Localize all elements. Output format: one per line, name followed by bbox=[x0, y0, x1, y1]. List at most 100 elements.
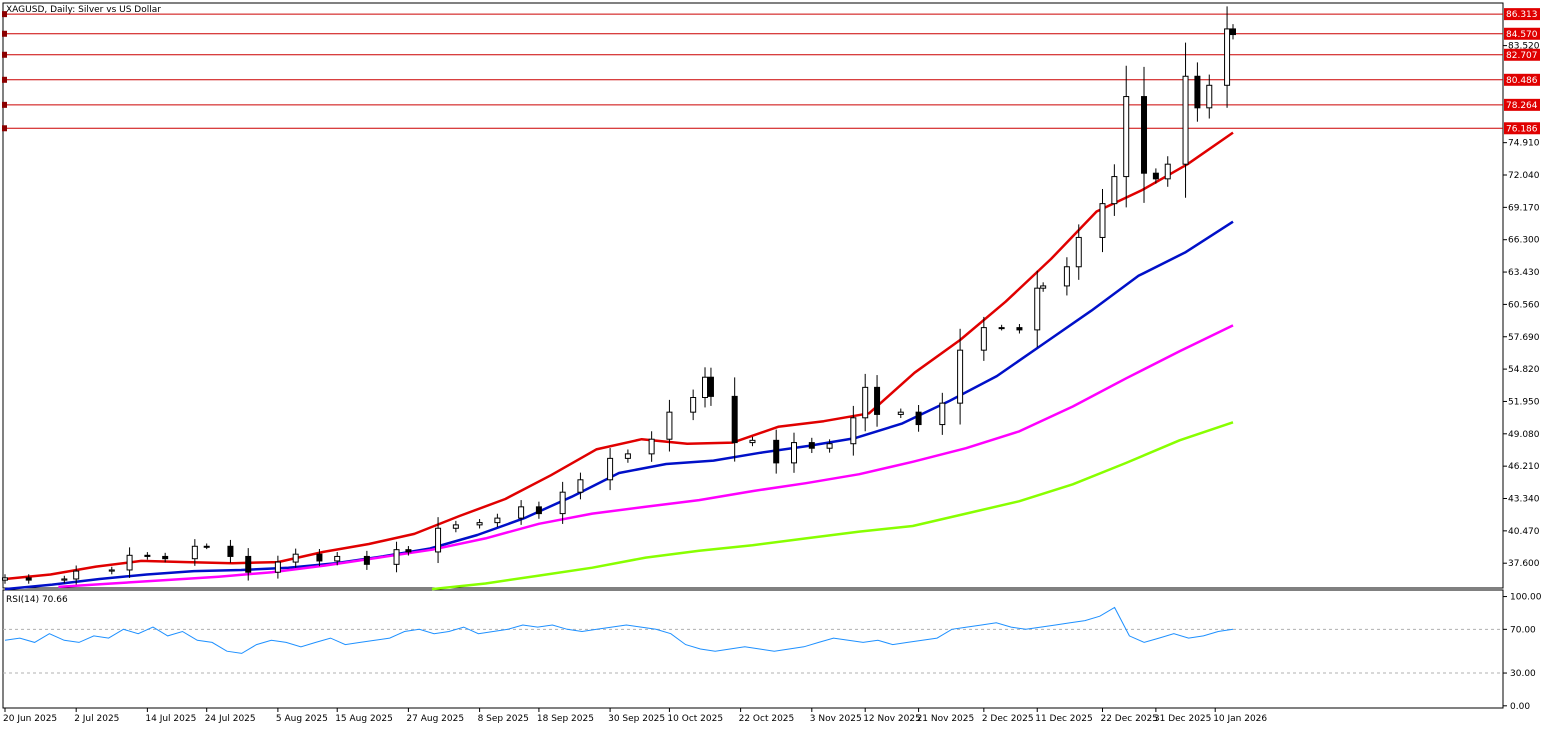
candle-body[interactable] bbox=[897, 411, 904, 415]
candle-body[interactable] bbox=[144, 554, 151, 557]
level-handle[interactable] bbox=[2, 11, 7, 18]
candle-body[interactable] bbox=[915, 411, 922, 426]
level-label-box bbox=[1504, 27, 1540, 40]
candle-body[interactable] bbox=[292, 553, 299, 563]
candle-body[interactable] bbox=[702, 376, 709, 399]
price-tick-label: 46.210 bbox=[1508, 462, 1540, 472]
candle-body[interactable] bbox=[624, 453, 631, 459]
time-tick-label: 14 Jul 2025 bbox=[145, 714, 196, 724]
candle-body[interactable] bbox=[1111, 176, 1118, 205]
time-tick-label: 10 Jan 2026 bbox=[1213, 714, 1267, 724]
price-tick-label: 72.040 bbox=[1508, 171, 1540, 181]
candle-body[interactable] bbox=[1206, 84, 1213, 109]
candle-body[interactable] bbox=[559, 491, 566, 515]
candle-body[interactable] bbox=[518, 506, 525, 519]
candle-body[interactable] bbox=[245, 555, 252, 573]
price-tick-label: 43.340 bbox=[1508, 495, 1540, 505]
candle-body[interactable] bbox=[274, 561, 281, 573]
candle-body[interactable] bbox=[826, 443, 833, 449]
price-tick-label: 57.690 bbox=[1508, 333, 1540, 343]
candle-body[interactable] bbox=[191, 545, 198, 560]
candle-body[interactable] bbox=[126, 554, 133, 571]
candle-body[interactable] bbox=[874, 386, 881, 415]
candle-body[interactable] bbox=[773, 439, 780, 464]
candle-body[interactable] bbox=[607, 457, 614, 481]
level-label-box bbox=[1504, 48, 1540, 61]
candle-body[interactable] bbox=[1016, 327, 1023, 331]
candle-body[interactable] bbox=[227, 545, 234, 557]
time-tick-label: 2 Jul 2025 bbox=[74, 714, 119, 724]
candle-body[interactable] bbox=[1141, 96, 1148, 174]
candles[interactable] bbox=[2, 6, 1236, 585]
candle-body[interactable] bbox=[1040, 285, 1047, 289]
time-tick-label: 11 Dec 2025 bbox=[1035, 714, 1093, 724]
candle-body[interactable] bbox=[1099, 203, 1106, 238]
candle-body[interactable] bbox=[73, 570, 80, 580]
candle-body[interactable] bbox=[791, 442, 798, 464]
candle-body[interactable] bbox=[1075, 236, 1082, 268]
candle-body[interactable] bbox=[494, 517, 501, 524]
candle-body[interactable] bbox=[850, 417, 857, 445]
level-handle[interactable] bbox=[2, 30, 7, 37]
candle-body[interactable] bbox=[452, 524, 459, 529]
level-handle[interactable] bbox=[2, 76, 7, 83]
moving-average-line bbox=[4, 131, 1234, 581]
candle-body[interactable] bbox=[749, 439, 756, 444]
time-tick-label: 20 Jun 2025 bbox=[3, 714, 57, 724]
candle-body[interactable] bbox=[334, 555, 341, 562]
level-label-box bbox=[1504, 8, 1540, 21]
price-levels[interactable]: 86.313 84.570 82.707 80.486 78.264 76.186 bbox=[2, 8, 1540, 135]
candle-body[interactable] bbox=[862, 386, 869, 419]
moving-averages bbox=[4, 131, 1234, 591]
time-tick-label: 12 Nov 2025 bbox=[863, 714, 921, 724]
candle-body[interactable] bbox=[1182, 75, 1189, 165]
candle-body[interactable] bbox=[435, 527, 442, 553]
candle-body[interactable] bbox=[1123, 96, 1130, 178]
candle-body[interactable] bbox=[108, 569, 115, 572]
time-tick-label: 31 Dec 2025 bbox=[1154, 714, 1212, 724]
candle-body[interactable] bbox=[939, 402, 946, 426]
candle-body[interactable] bbox=[25, 577, 32, 581]
candle-body[interactable] bbox=[405, 549, 412, 553]
main-plot-border bbox=[2, 2, 1504, 589]
level-handle[interactable] bbox=[2, 101, 7, 108]
candle-body[interactable] bbox=[363, 555, 370, 565]
level-handle[interactable] bbox=[2, 125, 7, 132]
candle-body[interactable] bbox=[1224, 28, 1231, 86]
candle-body[interactable] bbox=[666, 411, 673, 440]
level-handle[interactable] bbox=[2, 51, 7, 58]
candle-body[interactable] bbox=[577, 479, 584, 493]
candle-body[interactable] bbox=[957, 349, 964, 404]
time-tick-label: 27 Aug 2025 bbox=[406, 714, 464, 724]
rsi-tick-label: 70.00 bbox=[1510, 625, 1536, 635]
candle-body[interactable] bbox=[535, 506, 542, 515]
candle-body[interactable] bbox=[690, 397, 697, 413]
candle-body[interactable] bbox=[1063, 266, 1070, 287]
candle-body[interactable] bbox=[1034, 287, 1041, 331]
rsi-plot-border bbox=[2, 589, 1504, 709]
candle-body[interactable] bbox=[393, 549, 400, 565]
candle-body[interactable] bbox=[162, 555, 169, 560]
candle-body[interactable] bbox=[707, 376, 714, 397]
time-tick-label: 3 Nov 2025 bbox=[810, 714, 862, 724]
candle-body[interactable] bbox=[1230, 28, 1236, 36]
candle-body[interactable] bbox=[648, 438, 655, 455]
candle-body[interactable] bbox=[203, 545, 210, 548]
candle-body[interactable] bbox=[1152, 172, 1159, 180]
moving-average-line bbox=[58, 324, 1234, 589]
candle-body[interactable] bbox=[1194, 75, 1201, 109]
candle-body[interactable] bbox=[2, 577, 8, 581]
rsi-tick-label: 100.00 bbox=[1510, 593, 1542, 603]
candle-body[interactable] bbox=[316, 553, 323, 562]
candle-body[interactable] bbox=[61, 578, 68, 581]
candle-body[interactable] bbox=[731, 395, 738, 444]
chart-title: XAGUSD, Daily: Silver vs US Dollar bbox=[6, 5, 161, 15]
candle-body[interactable] bbox=[1164, 163, 1171, 180]
candle-body[interactable] bbox=[476, 522, 483, 526]
candle-body[interactable] bbox=[808, 442, 815, 449]
price-tick-label: 60.560 bbox=[1508, 300, 1540, 310]
candle-body[interactable] bbox=[998, 327, 1005, 330]
candle-body[interactable] bbox=[980, 327, 987, 351]
